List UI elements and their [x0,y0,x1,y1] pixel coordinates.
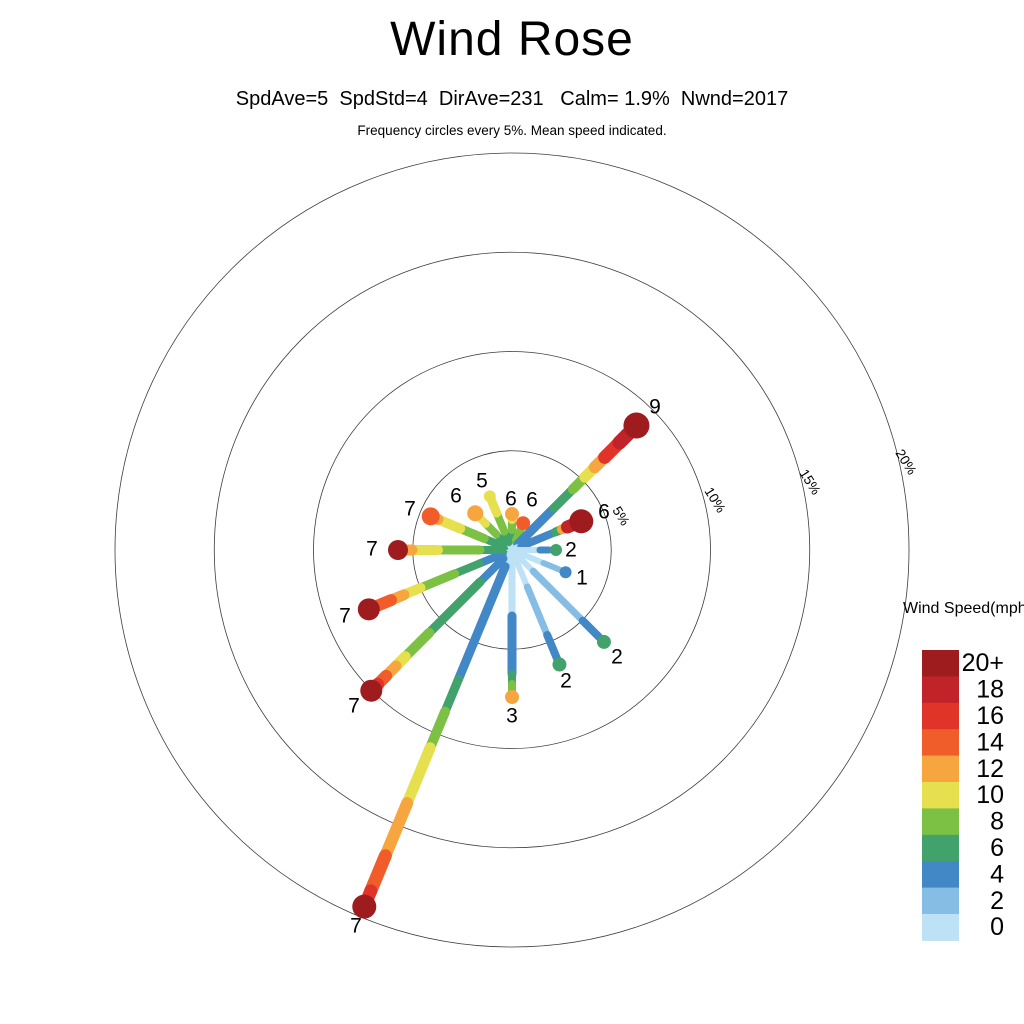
legend-label-18: 18 [976,676,1004,704]
legend-swatch-10 [922,782,959,809]
spoke-SSW-tip [352,894,377,919]
spoke-SE-segment-4mph [578,616,603,641]
legend-swatch-6 [922,834,959,862]
spoke-WSW-segment-14mph [371,594,397,612]
spoke-ENE-tip [569,509,594,534]
frequency-ring-15pct [213,251,811,849]
stats-line: SpdAve=5 SpdStd=4 DirAve=231 Calm= 1.9% … [235,88,789,110]
ring-label-10pct: 10% [701,485,728,516]
spoke-ESE-tip [559,566,572,579]
spoke-SE-tip [596,634,611,649]
legend-swatch-14 [922,729,959,757]
legend-label-4: 4 [990,860,1004,888]
ring-label-5pct: 5% [609,504,632,528]
spoke-SSE-segment-4mph [543,630,562,664]
spoke-NNE-mean-speed-label: 6 [526,489,538,512]
legend-swatch-20+ [922,650,959,677]
spoke-NNW-tip [483,490,496,503]
spoke-N-mean-speed-label: 6 [505,488,517,511]
legend-swatch-12 [922,755,959,783]
spoke-W-mean-speed-label: 7 [366,538,378,561]
spoke-ESE-mean-speed-label: 1 [576,567,588,590]
legend-swatch-4 [922,861,959,889]
ring-label-15pct: 15% [796,467,823,498]
spoke-SW-mean-speed-label: 7 [348,695,360,718]
spoke-S-mean-speed-label: 3 [506,705,518,728]
spoke-SSW-segment-6mph [440,674,463,717]
spoke-SE-mean-speed-label: 2 [611,646,623,669]
legend-label-6: 6 [990,834,1004,862]
spoke-NE-tip [623,412,650,439]
spoke-NNE-tip [516,516,531,531]
spoke-NNW-mean-speed-label: 5 [476,470,488,493]
legend-swatch-16 [922,702,959,730]
spoke-SSW-segment-4mph [453,562,510,684]
spoke-E-mean-speed-label: 2 [565,539,577,562]
spoke-SE-segment-2mph [529,567,587,625]
spoke-NW-mean-speed-label: 6 [450,485,462,508]
legend-swatch-2 [922,887,959,915]
legend-swatch-8 [922,808,959,836]
legend-label-8: 8 [990,808,1004,836]
spoke-NE-mean-speed-label: 9 [649,396,661,419]
spoke-S-tip [505,690,519,704]
spoke-ENE-segment-4mph [517,528,560,551]
legend-label-14: 14 [976,728,1004,756]
legend-label-20+: 20+ [962,649,1004,677]
spoke-SW-segment-8mph [400,627,435,662]
spoke-ESE-segment-2mph [540,560,564,573]
spoke-WSW-tip [357,598,380,621]
spoke-WNW-mean-speed-label: 7 [404,498,416,521]
frequency-ring-10pct [313,351,711,749]
spoke-WSW-segment-4mph [475,549,507,568]
frequency-ring-20pct [114,152,910,948]
spoke-ENE-mean-speed-label: 6 [598,501,610,524]
legend-swatch-0 [922,914,959,941]
spoke-SSW-segment-8mph [425,706,451,753]
spoke-N-tip [505,507,519,521]
spoke-SSW-mean-speed-label: 7 [350,915,362,938]
legend-label-0: 0 [990,913,1004,941]
spoke-SW-segment-4mph [476,554,508,586]
spoke-E-tip [550,544,562,556]
spoke-SSE-mean-speed-label: 2 [560,670,572,693]
spoke-SW-segment-6mph [424,577,485,638]
legend-title: Wind Speed(mph) [903,600,1024,617]
legend-label-10: 10 [976,781,1004,809]
ring-label-20pct: 20% [892,447,919,478]
spoke-NW-segment-10mph [476,514,490,528]
chart-caption: Frequency circles every 5%. Mean speed i… [357,123,667,138]
spoke-SSW-segment-10mph [401,742,436,809]
page-title: Wind Rose [390,13,634,66]
spoke-SW-tip [360,679,383,702]
spoke-SSE-segment-2mph [523,583,551,639]
spoke-WSW-segment-8mph [416,569,460,593]
legend-swatch-18 [922,676,959,704]
spoke-WSW-mean-speed-label: 7 [339,605,351,628]
spoke-W-tip [388,540,408,560]
spoke-NE-segment-4mph [513,503,559,549]
legend-label-12: 12 [976,755,1004,783]
legend-label-16: 16 [976,702,1004,730]
spoke-SSW-segment-12mph [379,797,414,862]
legend-label-2: 2 [990,887,1004,915]
spoke-SSE-tip [552,657,567,672]
spoke-WNW-tip [421,507,440,526]
spoke-NW-tip [467,505,484,522]
